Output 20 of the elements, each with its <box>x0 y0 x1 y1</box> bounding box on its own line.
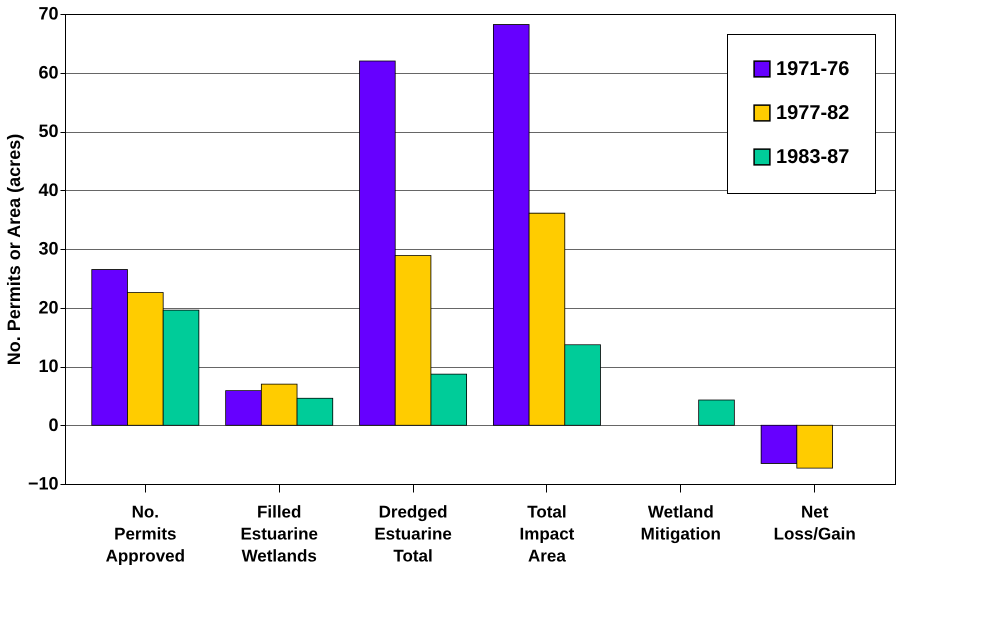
bar <box>698 400 735 426</box>
legend-label: 1983-87 <box>776 146 850 168</box>
legend-label: 1977-82 <box>776 102 850 124</box>
y-axis-title: No. Permits or Area (acres) <box>4 134 24 366</box>
x-tick-label: Dredged Estuarine Total <box>374 502 452 566</box>
x-tick-label: Wetland Mitigation <box>640 502 721 544</box>
x-tick-label: Filled Estuarine Wetlands <box>240 502 318 566</box>
y-tick-label: 40 <box>38 180 58 200</box>
y-tick-label: 10 <box>38 356 58 376</box>
legend-label: 1971-76 <box>776 58 850 80</box>
y-tick-label: −10 <box>28 474 58 494</box>
y-tick-label: 60 <box>38 62 58 82</box>
y-tick-label: 20 <box>38 297 58 318</box>
y-tick-label: 30 <box>38 238 58 258</box>
y-tick-label: 50 <box>38 121 58 141</box>
y-tick-label: 0 <box>48 414 58 435</box>
x-tick-label: No. Permits Approved <box>106 502 185 566</box>
y-tick-label: 70 <box>38 4 58 24</box>
x-tick-label: Net Loss/Gain <box>774 502 856 544</box>
x-tick-label: Total Impact Area <box>520 502 575 566</box>
